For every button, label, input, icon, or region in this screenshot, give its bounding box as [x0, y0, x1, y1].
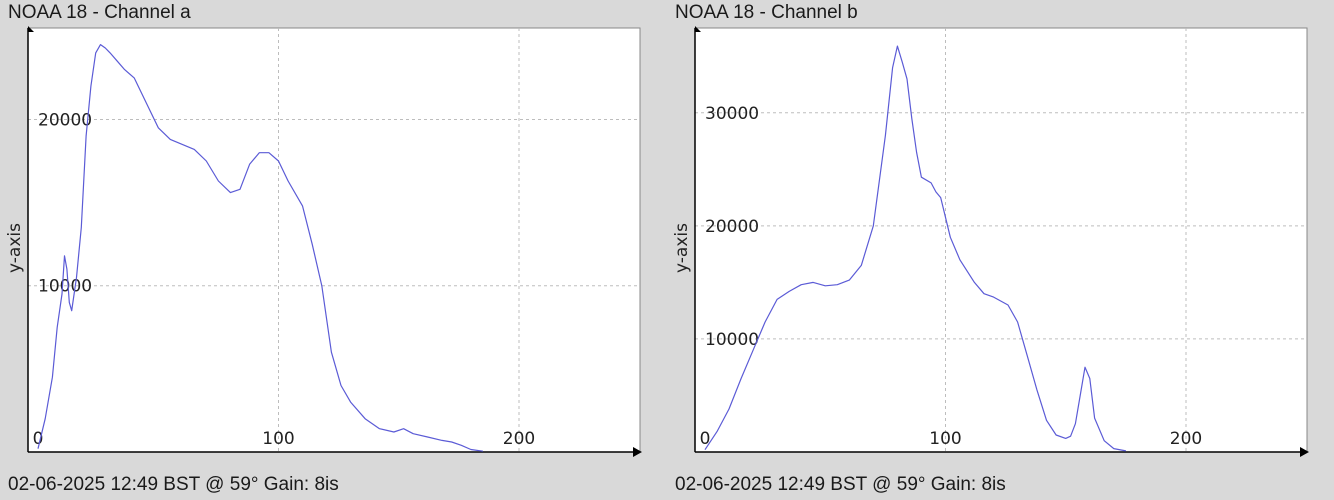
y-tick-label: 20000 — [705, 217, 759, 237]
chart-panel-a: NOAA 18 - Channel a 10000 20000 0 100 200 y-a… — [5, 2, 642, 495]
x-tick-label: 100 — [262, 429, 294, 449]
y-tick-label: 10000 — [705, 330, 759, 350]
chart-panel-b: NOAA 18 - Channel b 10000 20000 30000 0 100 2… — [667, 0, 1334, 500]
chart-footer: 02-06-2025 12:49 BST @ 59° Gain: 8is — [675, 474, 1006, 495]
chart-title: NOAA 18 - Channel a — [8, 2, 191, 23]
y-axis-arrow — [28, 26, 34, 32]
y-axis-label: y-axis — [672, 223, 692, 273]
y-tick-label: 20000 — [38, 110, 92, 130]
x-axis-arrow — [633, 447, 642, 457]
plot-area — [694, 27, 1308, 453]
x-tick-label: 0 — [700, 429, 711, 449]
y-axis-arrow — [695, 26, 701, 32]
series-line — [37, 43, 483, 452]
x-tick-label: 200 — [503, 429, 535, 449]
x-axis-arrow — [1300, 447, 1309, 457]
x-tick-label: 0 — [33, 429, 44, 449]
chart-footer: 02-06-2025 12:49 BST @ 59° Gain: 8is — [8, 474, 339, 495]
y-axis-label: y-axis — [5, 223, 25, 273]
x-tick-label: 100 — [929, 429, 961, 449]
series-line — [704, 45, 1127, 452]
x-tick-label: 200 — [1170, 429, 1202, 449]
chart-plot: 10000 20000 30000 0 100 200 y-axis — [672, 26, 1309, 457]
chart-plot: 10000 20000 0 100 200 y-axis — [5, 26, 642, 457]
y-tick-label: 30000 — [705, 104, 759, 124]
chart-title: NOAA 18 - Channel b — [675, 2, 858, 23]
y-tick-label: 10000 — [38, 277, 92, 297]
plot-area — [27, 27, 641, 453]
